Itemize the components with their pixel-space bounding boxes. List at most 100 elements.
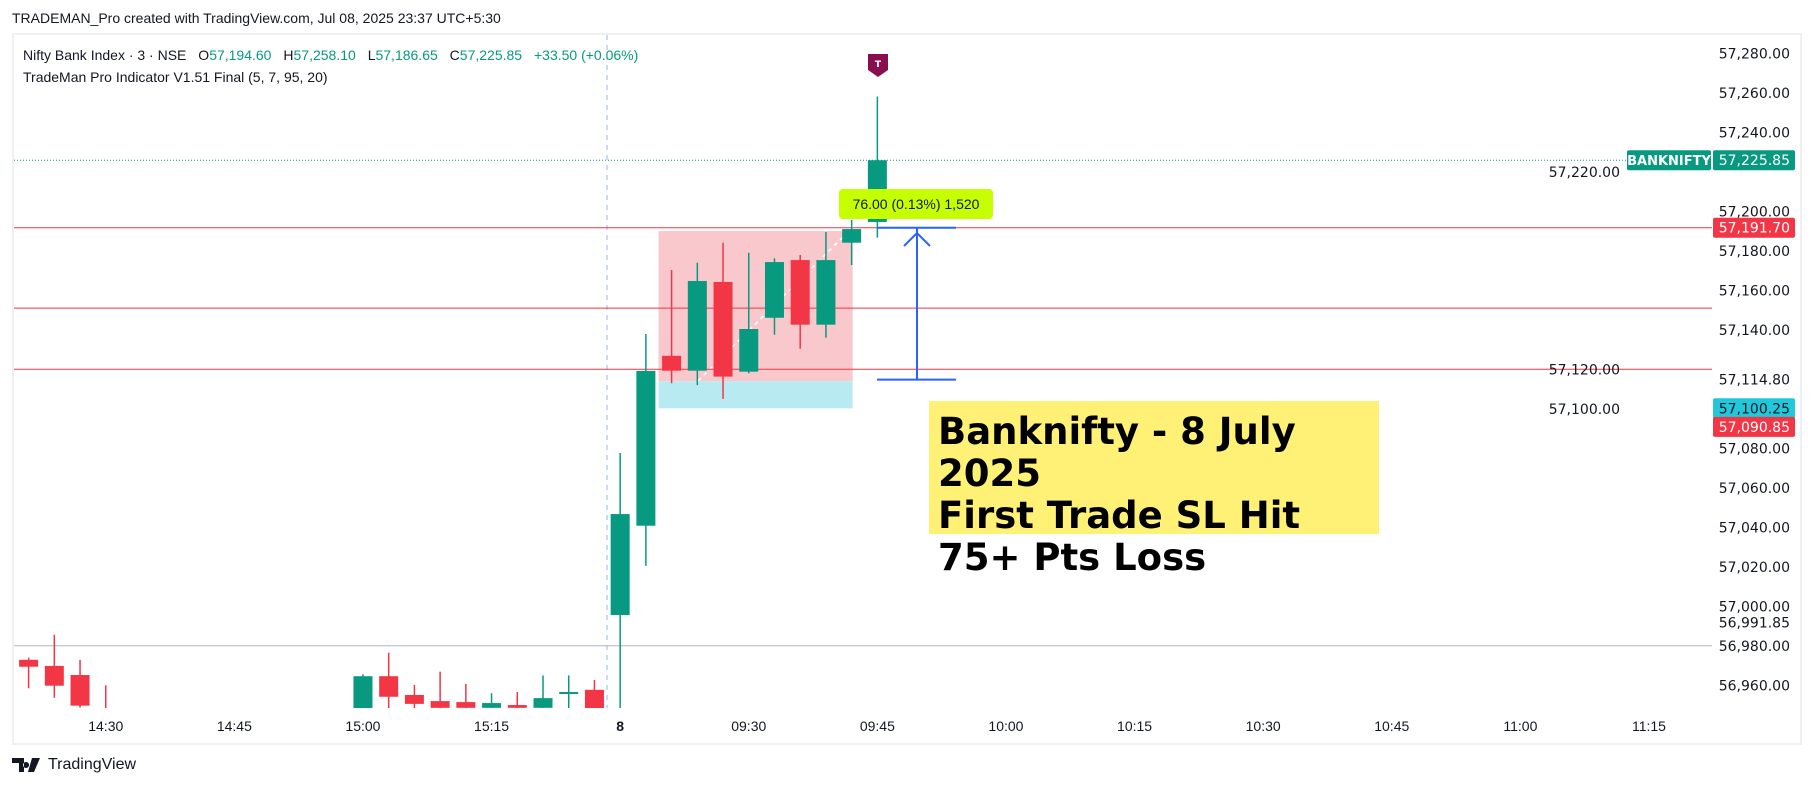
x-tick-label: 11:15: [1632, 718, 1666, 734]
candle[interactable]: [816, 232, 836, 338]
y-tick-label: 57,060.00: [1719, 481, 1790, 497]
x-tick-label: 8: [616, 718, 624, 734]
x-tick-label: 15:00: [345, 718, 380, 734]
candle-body: [610, 514, 630, 615]
candle-body: [19, 659, 39, 667]
x-tick-label: 10:15: [1117, 718, 1152, 734]
candle[interactable]: [507, 692, 527, 713]
candle[interactable]: [559, 675, 579, 709]
y-tick-label: 56,980.00: [1719, 639, 1790, 655]
marker-label: T: [875, 60, 882, 70]
candle[interactable]: [379, 652, 399, 709]
candle[interactable]: [636, 333, 656, 566]
open-label: O: [198, 47, 210, 63]
candle-body: [662, 355, 682, 371]
candle-body: [482, 703, 502, 708]
candle-body: [636, 370, 656, 526]
candle-body: [44, 665, 64, 686]
attribution-header: TRADEMAN_Pro created with TradingView.co…: [12, 10, 501, 26]
candle[interactable]: [687, 262, 707, 386]
candle-body: [584, 689, 604, 708]
x-tick-label: 14:45: [217, 718, 252, 734]
measure-arrow-icon: [903, 231, 931, 247]
y-tick-label: 57,040.00: [1719, 520, 1790, 536]
candle[interactable]: [44, 634, 64, 698]
y-tick-label: 57,220.00: [1549, 165, 1620, 181]
candle[interactable]: [96, 685, 115, 725]
last-price-label: 57,225.85: [1719, 153, 1790, 169]
candle[interactable]: [662, 269, 682, 384]
symbol-badge-label: BANKNIFTY: [1627, 154, 1711, 169]
x-tick-label: 10:45: [1374, 718, 1409, 734]
candle[interactable]: [404, 684, 424, 709]
symbol-label[interactable]: Nifty Bank Index · 3 · NSE: [23, 47, 187, 63]
zone-below[interactable]: [658, 381, 853, 409]
chart-panel: [12, 33, 1802, 745]
close-value: 57,225.85: [459, 47, 523, 63]
high-value: 57,258.10: [293, 47, 356, 63]
candle[interactable]: [713, 242, 733, 399]
y-tick-label: 57,100.00: [1549, 402, 1620, 418]
y-tick-label: 57,180.00: [1719, 244, 1790, 260]
candle[interactable]: [584, 679, 604, 713]
note-line-3: 75+ Pts Loss: [938, 536, 1207, 579]
x-tick-label: 09:30: [731, 718, 766, 734]
candle-body: [713, 282, 733, 377]
brand-label: TradingView: [48, 756, 137, 773]
y-tick-label: 57,080.00: [1719, 441, 1790, 457]
candle[interactable]: [482, 693, 502, 713]
candle[interactable]: [533, 675, 553, 713]
candle[interactable]: [842, 219, 862, 266]
candle-body: [379, 676, 399, 697]
price-axis-label: 57,090.85: [1719, 420, 1790, 436]
price-badge: [1713, 217, 1795, 238]
candle[interactable]: [764, 258, 784, 335]
candle[interactable]: [610, 453, 630, 709]
close-label: C: [449, 47, 460, 63]
candle-body: [764, 262, 784, 318]
candle-body: [790, 260, 810, 325]
candle[interactable]: [353, 674, 373, 725]
candle-body: [687, 281, 707, 371]
hline-price-label: 57,191.70: [1719, 221, 1790, 237]
chart-legend: Nifty Bank Index · 3 · NSE O57,194.60 H5…: [23, 44, 638, 88]
candle-body: [739, 329, 759, 372]
note-line-2: First Trade SL Hit: [938, 494, 1301, 537]
candle[interactable]: [790, 254, 810, 349]
change-value: +33.50 (+0.06%): [533, 47, 639, 63]
y-tick-label: 57,000.00: [1719, 599, 1790, 615]
candle-body: [404, 694, 424, 704]
price-axis-label: 57,114.80: [1719, 373, 1790, 389]
candle-body: [70, 675, 90, 706]
price-badge: [1713, 416, 1795, 437]
candle-body: [533, 698, 553, 708]
tradingview-logo[interactable]: TradingView: [12, 756, 136, 774]
candle[interactable]: [739, 252, 759, 374]
candle-body: [353, 676, 373, 708]
x-tick-label: 15:15: [474, 718, 509, 734]
measure-tooltip: 76.00 (0.13%) 1,520: [839, 189, 993, 219]
annotation-note[interactable]: Banknifty - 8 July 2025 First Trade SL H…: [929, 401, 1379, 579]
candle[interactable]: [456, 683, 476, 713]
price-badge: [1713, 398, 1795, 419]
tradingview-logo-icon: [12, 758, 40, 772]
indicator-label[interactable]: TradeMan Pro Indicator V1.51 Final (5, 7…: [23, 69, 328, 85]
y-tick-label: 57,160.00: [1719, 283, 1790, 299]
candle[interactable]: [430, 671, 450, 713]
x-tick-label: 11:00: [1503, 718, 1537, 734]
y-tick-label: 57,020.00: [1719, 560, 1790, 576]
note-line-1: Banknifty - 8 July 2025: [938, 410, 1296, 495]
candle[interactable]: [19, 657, 39, 689]
candle-body: [559, 692, 579, 694]
trade-marker[interactable]: T: [868, 54, 888, 77]
high-label: H: [283, 47, 294, 63]
y-tick-label: 56,960.00: [1719, 678, 1790, 694]
price-axis-label: 56,991.85: [1719, 615, 1790, 631]
x-tick-label: 14:30: [88, 718, 123, 734]
y-tick-label: 57,240.00: [1719, 125, 1790, 141]
candle[interactable]: [70, 659, 90, 708]
y-tick-label: 57,120.00: [1549, 362, 1620, 378]
y-tick-label: 57,200.00: [1719, 204, 1790, 220]
y-tick-label: 57,280.00: [1719, 46, 1790, 62]
